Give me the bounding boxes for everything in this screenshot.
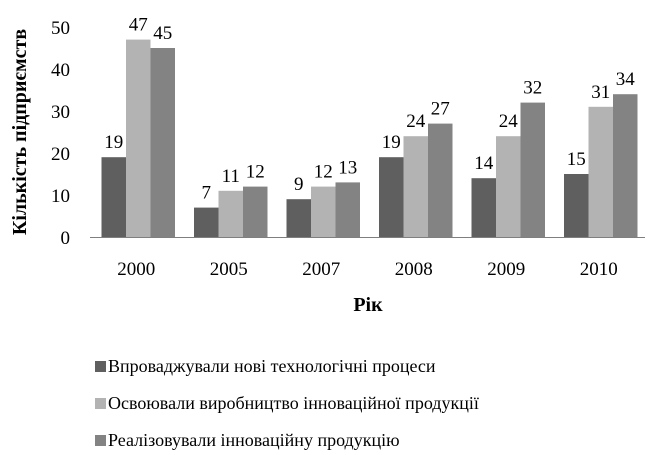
legend-label: Впроваджували нові технологічні процеси (108, 356, 436, 376)
y-tick-label: 0 (61, 228, 71, 249)
y-tick-label: 50 (51, 18, 70, 39)
x-axis-title: Рік (353, 294, 383, 316)
data-label: 12 (246, 162, 265, 183)
legend-swatch (95, 398, 106, 409)
y-tick-label: 20 (51, 144, 70, 165)
bar (243, 186, 268, 237)
data-label: 11 (222, 166, 240, 187)
data-label: 13 (338, 157, 357, 178)
data-label: 15 (567, 149, 586, 170)
y-tick-label: 40 (51, 60, 70, 81)
bar (564, 174, 589, 237)
bar (150, 48, 175, 237)
bar (613, 94, 638, 237)
legend-label: Реалізовували інноваційну продукцію (108, 430, 400, 450)
data-label: 27 (431, 99, 450, 120)
data-label: 34 (616, 69, 636, 90)
x-tick-label: 2008 (395, 259, 433, 280)
bar (428, 123, 453, 237)
bar (218, 190, 243, 237)
data-label: 24 (406, 111, 426, 132)
x-tick-label: 2009 (487, 259, 525, 280)
bar (379, 157, 404, 237)
legend-swatch (95, 361, 106, 372)
legend-label: Освоювали виробництво інноваційної проду… (108, 393, 479, 413)
data-label: 31 (591, 82, 610, 103)
y-tick-label: 30 (51, 102, 70, 123)
bar (496, 136, 521, 237)
legend: Впроваджували нові технологічні процеси О… (95, 356, 479, 450)
bar (403, 136, 428, 237)
data-label: 7 (202, 183, 212, 204)
data-label: 47 (129, 15, 148, 36)
bar (471, 178, 496, 237)
bar (194, 207, 219, 237)
bar (126, 39, 151, 237)
x-tick-label: 2007 (302, 259, 340, 280)
data-label: 24 (499, 111, 519, 132)
data-label: 9 (294, 174, 304, 195)
bar (101, 157, 126, 237)
bar (311, 186, 336, 237)
data-label: 19 (104, 132, 123, 153)
y-axis-title: Кількість підприємств (9, 29, 31, 236)
bar (335, 182, 360, 237)
data-label: 12 (314, 162, 333, 183)
bar (588, 106, 613, 237)
data-label: 19 (382, 132, 401, 153)
data-label: 32 (523, 78, 542, 99)
data-label: 45 (153, 23, 172, 44)
x-tick-label: 2005 (210, 259, 248, 280)
bar (520, 102, 545, 237)
y-tick-label: 10 (51, 186, 70, 207)
bar (286, 199, 311, 237)
x-tick-label: 2000 (117, 259, 155, 280)
legend-swatch (95, 435, 106, 446)
x-tick-label: 2010 (580, 259, 618, 280)
data-label: 14 (474, 153, 494, 174)
